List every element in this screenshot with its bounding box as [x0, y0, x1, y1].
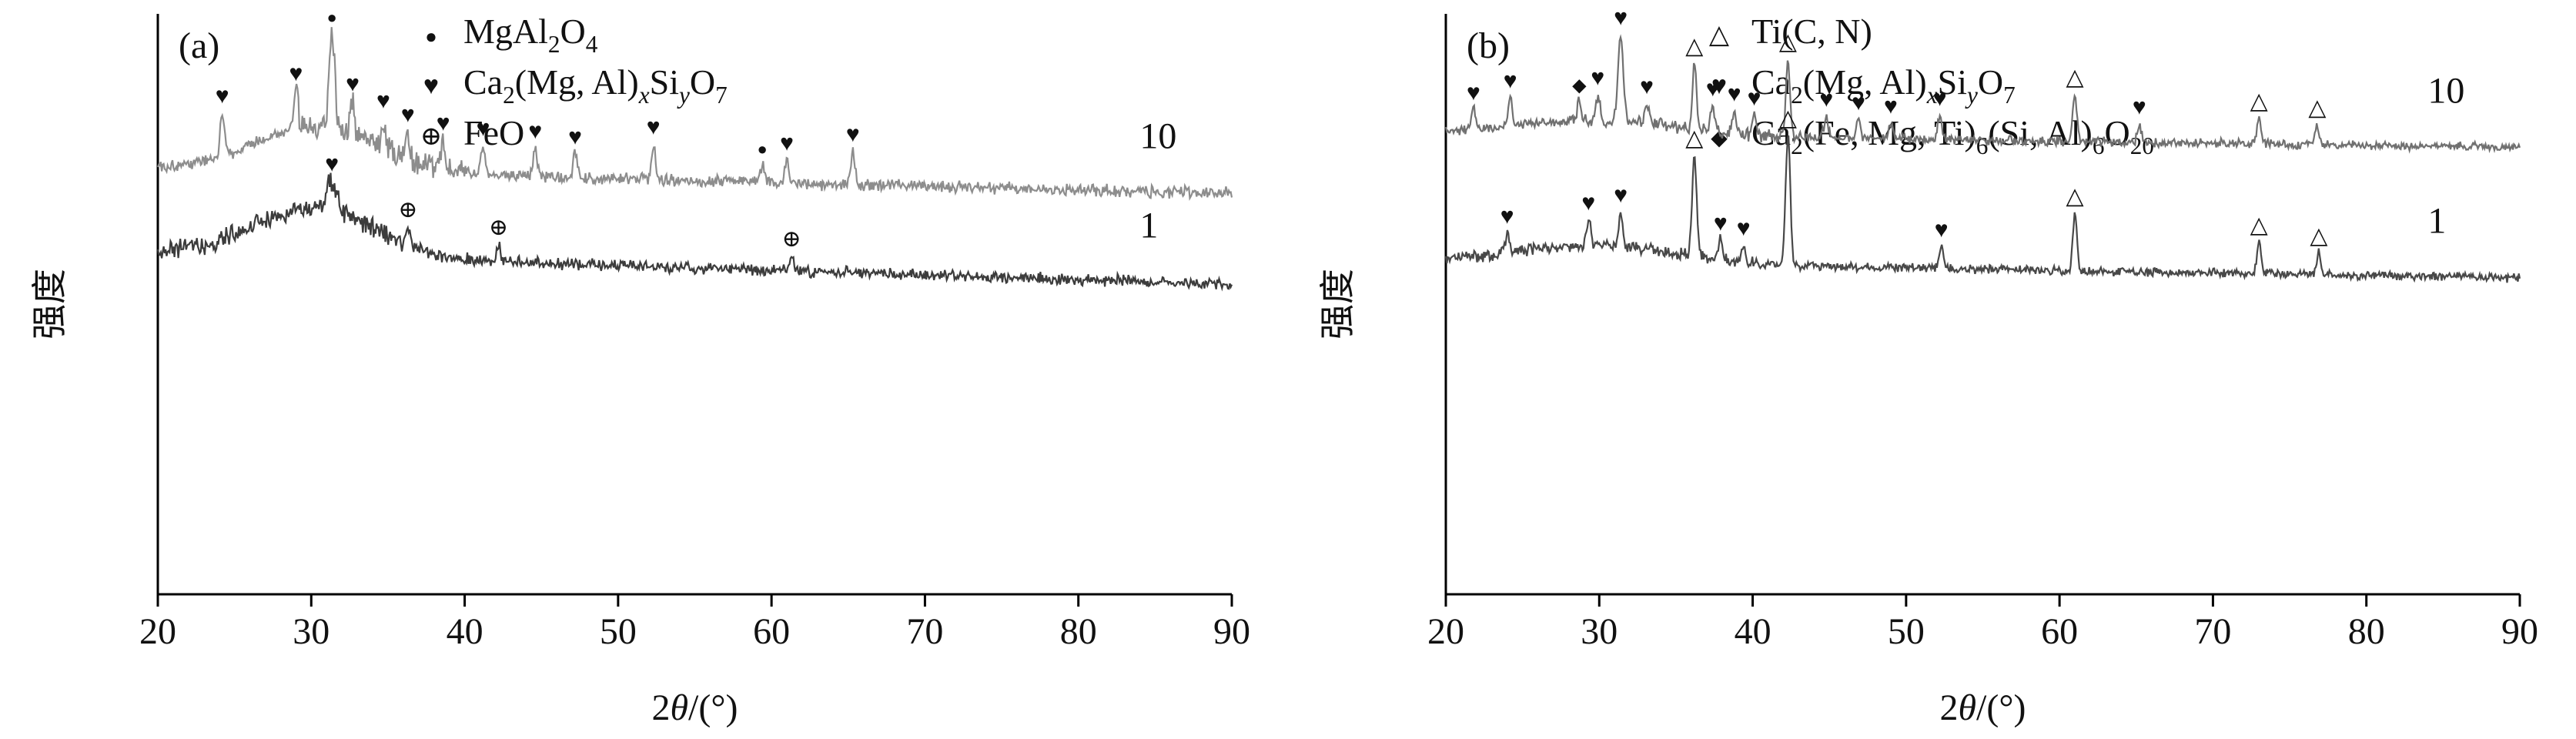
trace-label-10: 10 [1139, 115, 1176, 156]
filled-heart-peak-marker-icon: ♥ [401, 102, 415, 128]
filled-heart-peak-marker-icon: ♥ [568, 124, 582, 149]
circled-plus-peak-marker-icon: ⊕ [398, 197, 417, 222]
x-tick-label: 70 [2194, 611, 2231, 652]
filled-heart-peak-marker-icon: ♥ [1467, 80, 1480, 105]
filled-heart-peak-marker-icon: ♥ [216, 83, 229, 109]
x-tick-label: 30 [293, 611, 330, 652]
filled-heart-peak-marker-icon: ♥ [1852, 90, 1865, 115]
x-tick-label: 90 [1213, 611, 1250, 652]
x-tick-label: 40 [447, 611, 483, 652]
circled-plus-legend-icon: ⊕ [420, 122, 443, 151]
legend-label: Ca2(Fe, Mg, Ti)6(Si, Al)6O20 [1751, 113, 2154, 159]
x-tick-label: 70 [906, 611, 943, 652]
filled-heart-peak-marker-icon: ♥ [1591, 65, 1604, 90]
x-tick-label: 30 [1581, 611, 1618, 652]
filled-heart-peak-marker-icon: ♥ [1933, 86, 1947, 112]
x-tick-label: 60 [753, 611, 790, 652]
filled-heart-peak-marker-icon: ♥ [846, 122, 860, 147]
x-tick-label: 20 [139, 611, 176, 652]
filled-heart-peak-marker-icon: ♥ [437, 110, 450, 135]
open-triangle-peak-marker-icon: △ [2250, 212, 2268, 238]
filled-heart-peak-marker-icon: ♥ [1614, 182, 1628, 208]
open-triangle-peak-marker-icon: △ [1685, 33, 1703, 59]
filled-circle-legend-icon: ● [425, 25, 437, 48]
open-triangle-peak-marker-icon: △ [2250, 89, 2268, 114]
filled-heart-legend-icon: ♥ [1711, 72, 1727, 100]
x-axis-title: 2θ/(°) [1939, 687, 2026, 728]
xrd-trace-1 [156, 172, 1233, 292]
filled-heart-peak-marker-icon: ♥ [2133, 95, 2146, 120]
filled-heart-peak-marker-icon: ♥ [528, 119, 542, 144]
filled-heart-peak-marker-icon: ♥ [1714, 210, 1728, 236]
legend-label: MgAl2O4 [463, 12, 598, 58]
filled-circle-peak-marker-icon: ● [327, 8, 337, 27]
filled-heart-peak-marker-icon: ♥ [1500, 203, 1514, 229]
panel-a-container: 20 30 40 50 60 70 80 90 2θ/(°) 强度 (a) ● MgAl2O4 ♥ Ca2(… [30, 8, 1250, 728]
panel-label: (b) [1467, 25, 1510, 66]
panel-a-chart: 20 30 40 50 60 70 80 90 2θ/(°) 强度 (a) ● MgAl2O4 ♥ Ca2(… [30, 8, 1250, 728]
x-tick-label: 60 [2041, 611, 2078, 652]
filled-heart-peak-marker-icon: ♥ [289, 61, 303, 86]
filled-heart-peak-marker-icon: ♥ [1706, 76, 1720, 102]
xrd-trace-10 [1444, 34, 2521, 154]
filled-heart-peak-marker-icon: ♥ [376, 88, 390, 113]
circled-plus-peak-marker-icon: ⊕ [781, 226, 801, 252]
filled-heart-peak-marker-icon: ♥ [1819, 86, 1833, 112]
legend-label: Ca2(Mg, Al)xSiyO7 [1751, 62, 2016, 109]
filled-heart-peak-marker-icon: ♥ [647, 115, 661, 140]
open-triangle-peak-marker-icon: △ [1779, 29, 1797, 55]
legend-label: Ca2(Mg, Al)xSiyO7 [463, 62, 728, 109]
open-triangle-peak-marker-icon: △ [1685, 125, 1703, 151]
y-axis-title: 强度 [30, 269, 69, 339]
x-tick-label: 90 [2501, 611, 2538, 652]
filled-heart-peak-marker-icon: ♥ [1737, 216, 1751, 241]
x-axis-title: 2θ/(°) [651, 687, 738, 728]
x-tick-label: 80 [1060, 611, 1097, 652]
trace-label-10: 10 [2427, 70, 2464, 111]
filled-heart-peak-marker-icon: ♥ [325, 151, 339, 176]
filled-heart-peak-marker-icon: ♥ [1884, 93, 1898, 119]
filled-heart-peak-marker-icon: ♥ [1614, 5, 1628, 30]
filled-heart-peak-marker-icon: ♥ [1581, 190, 1595, 216]
x-tick-label: 50 [600, 611, 637, 652]
open-triangle-peak-marker-icon: △ [2310, 223, 2327, 249]
filled-diamond-peak-marker-icon: ◆ [1572, 75, 1587, 95]
x-tick-label: 80 [2348, 611, 2385, 652]
filled-heart-peak-marker-icon: ♥ [1935, 217, 1949, 242]
panel-b-container: 20 30 40 50 60 70 80 90 2θ/(°) 强度 (b) △ Ti(C, N) ♥ Ca2… [1288, 0, 2576, 739]
filled-heart-peak-marker-icon: ♥ [1748, 85, 1761, 111]
filled-circle-peak-marker-icon: ● [758, 139, 768, 159]
legend-label: Ti(C, N) [1751, 12, 1872, 51]
open-triangle-legend-icon: △ [1709, 21, 1730, 49]
filled-heart-peak-marker-icon: ♥ [477, 116, 490, 142]
y-axis-title: 强度 [1318, 269, 1357, 339]
x-tick-label: 50 [1888, 611, 1925, 652]
circled-plus-peak-marker-icon: ⊕ [489, 215, 508, 240]
filled-heart-peak-marker-icon: ♥ [346, 72, 360, 97]
trace-label-1: 1 [2427, 201, 2446, 242]
xrd-trace-1 [1444, 135, 2521, 283]
legend-label: FeO [463, 113, 524, 152]
filled-heart-peak-marker-icon: ♥ [1640, 74, 1654, 99]
open-triangle-peak-marker-icon: △ [2066, 65, 2084, 90]
filled-heart-legend-icon: ♥ [423, 72, 439, 100]
open-triangle-peak-marker-icon: △ [2308, 95, 2326, 120]
filled-heart-peak-marker-icon: ♥ [1728, 81, 1741, 106]
filled-heart-peak-marker-icon: ♥ [1504, 68, 1517, 93]
x-tick-label: 20 [1427, 611, 1464, 652]
open-triangle-peak-marker-icon: △ [2066, 183, 2084, 209]
x-tick-label: 40 [1735, 611, 1771, 652]
panel-label: (a) [179, 25, 219, 66]
xrd-trace-10 [156, 27, 1233, 201]
trace-label-1: 1 [1139, 206, 1158, 246]
open-triangle-peak-marker-icon: △ [1779, 105, 1797, 131]
filled-heart-peak-marker-icon: ♥ [780, 131, 794, 156]
